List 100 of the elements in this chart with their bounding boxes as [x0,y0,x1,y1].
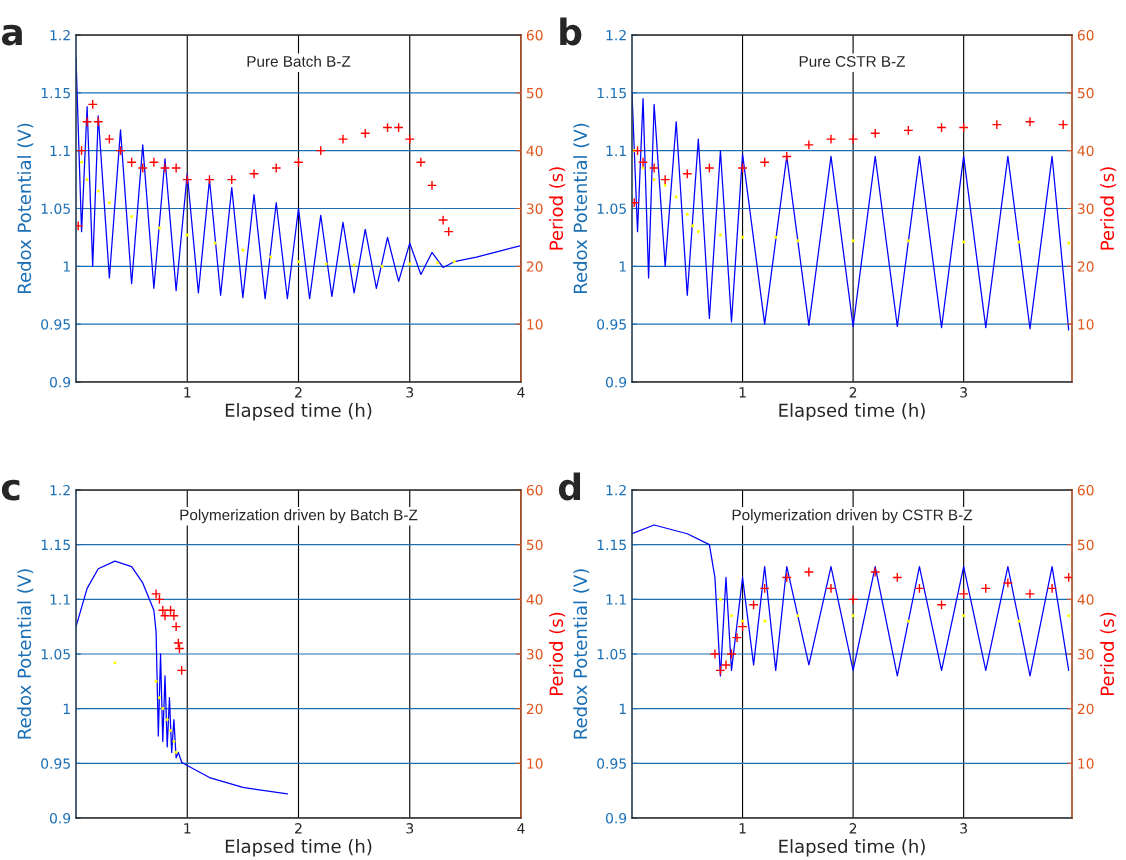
point [130,215,134,219]
point [171,621,182,632]
point [696,230,700,234]
point [803,566,814,578]
y2-tick-label: 60 [1077,29,1094,41]
y2-tick-label: 60 [526,484,543,496]
text: Pure CSTR B-Z [799,56,905,67]
y-tick-label: 1 [619,261,626,272]
point [962,614,966,618]
y-tick-label: 1.05 [41,648,70,660]
y2-tick-label: 40 [1077,145,1094,157]
point [709,648,721,660]
point [958,588,969,599]
y2-tick-label: 50 [526,539,543,551]
point [718,597,722,601]
point [726,648,737,660]
x-tick-label: 2 [295,387,302,398]
y-tick-label: 1.05 [41,203,70,214]
point [271,162,282,174]
text: c [1,479,20,501]
text: Polymerization driven by Batch B-Z [180,509,418,524]
text: d [558,472,581,501]
y-tick-label: 0.95 [41,758,70,769]
point [248,168,260,179]
x-tick-label: 3 [406,387,414,398]
y-tick-label: 0.9 [49,376,71,388]
point [660,174,671,185]
y2-axis-title: Period (s) [549,167,566,250]
point [704,162,715,174]
point [691,224,695,228]
point [737,162,748,174]
y2-tick-label: 40 [1077,594,1094,605]
y-tick-label: 1.1 [606,594,626,605]
point [151,588,162,599]
y-tick-label: 1.2 [606,484,626,496]
text: b [560,17,582,46]
point [796,239,800,243]
y2-axis-title: Period (s) [1100,167,1117,250]
x-axis-title: Elapsed time (h) [779,403,925,421]
point [408,262,412,266]
point [171,162,182,174]
x-tick-label: 3 [960,823,967,834]
y-axis-title: Redox Potential (V) [17,123,34,293]
y2-tick-label: 30 [1077,648,1094,660]
y2-tick-label: 20 [1077,703,1094,715]
y2-tick-label: 50 [526,87,543,99]
x-axis-title: Elapsed time (h) [779,839,925,857]
y-tick-label: 1.1 [606,145,626,156]
y-tick-label: 0.95 [597,319,626,330]
x-axis-title: Elapsed time (h) [225,403,372,421]
point [426,180,438,191]
point [803,139,814,150]
point [104,134,115,145]
point [82,116,93,127]
point [241,248,245,252]
point [169,728,173,733]
point [825,134,837,145]
y-tick-label: 1.15 [41,539,70,551]
point [404,134,415,145]
point [1058,119,1069,130]
point [148,157,159,168]
y-tick-label: 1.2 [50,484,70,496]
point [731,632,743,643]
y-tick-label: 0.9 [605,812,627,824]
text: Polymerization driven by CSTR B-Z [732,509,973,524]
point [991,119,1002,130]
y2-tick-label: 40 [526,594,543,605]
y2-tick-label: 30 [526,648,543,660]
x-tick-label: 1 [739,387,746,398]
y2-tick-label: 10 [527,758,543,769]
x-tick-label: 2 [849,823,857,834]
x-tick-label: 4 [517,823,525,834]
y-tick-label: 1.1 [50,594,70,605]
point [637,157,649,168]
point [1002,577,1013,589]
y2-tick-label: 10 [1078,758,1094,769]
y-tick-label: 0.9 [49,812,71,824]
y-tick-label: 0.95 [597,758,626,769]
y-axis-title: Redox Potential (V) [17,569,34,739]
y2-tick-label: 20 [1077,261,1094,272]
y2-tick-label: 10 [1078,319,1094,330]
x-tick-label: 4 [517,387,525,398]
y2-axis-title: Period (s) [549,612,566,695]
y2-tick-label: 10 [527,319,543,330]
x-tick-label: 1 [739,823,746,834]
y2-tick-label: 30 [1077,203,1094,214]
y-tick-label: 1.1 [50,145,70,156]
point [685,212,689,216]
y2-tick-label: 50 [1077,539,1094,551]
text: Pure Batch B-Z [247,55,351,67]
point [415,157,426,168]
x-tick-label: 3 [960,387,967,398]
y2-tick-label: 20 [526,703,543,715]
y-tick-label: 1.05 [597,203,626,214]
y-tick-label: 1.2 [606,29,626,41]
y2-tick-label: 20 [526,261,543,272]
y-tick-label: 1.15 [597,539,626,551]
point [1024,116,1036,127]
x-tick-label: 1 [184,823,191,834]
point [452,260,456,264]
